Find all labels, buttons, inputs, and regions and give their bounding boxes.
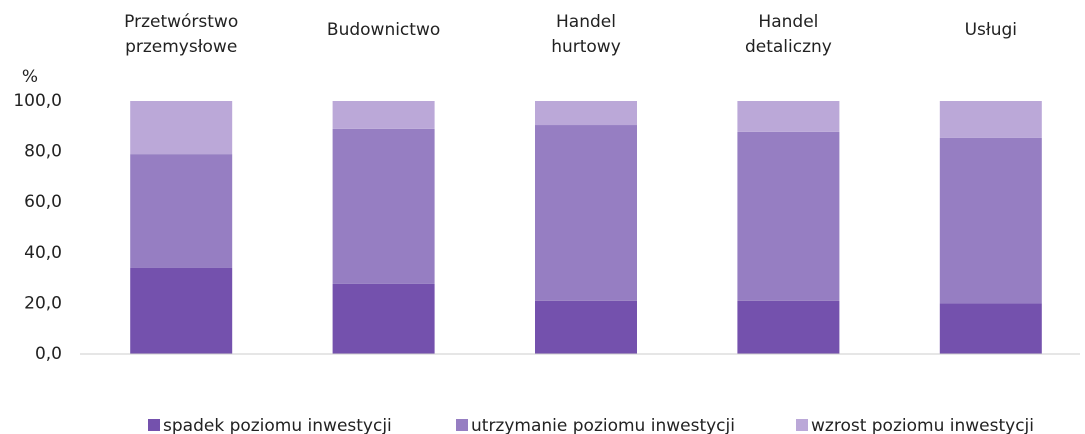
category-label-line: Usługi <box>965 20 1017 40</box>
category-label: Usługi <box>965 20 1017 40</box>
legend-label: utrzymanie poziomu inwestycji <box>471 416 735 434</box>
bar-segment <box>332 101 435 129</box>
bar-segment <box>535 125 637 301</box>
category-label-line: przemysłowe <box>125 37 237 57</box>
bar-segment <box>332 128 435 284</box>
category-label: Budownictwo <box>327 20 440 40</box>
category-label-line: detaliczny <box>745 37 832 57</box>
bar-segment <box>939 101 1042 138</box>
bar-segment <box>737 300 840 354</box>
y-tick-label: 80,0 <box>24 142 62 162</box>
y-tick-label: 20,0 <box>24 293 62 313</box>
bar-segment <box>939 137 1042 304</box>
category-label-line: Przetwórstwo <box>124 12 238 32</box>
legend-swatch <box>148 419 160 431</box>
category-label: Przetwórstwo przemysłowe <box>124 12 238 57</box>
bar-segment <box>737 131 840 301</box>
bar-segment <box>130 154 233 268</box>
y-axis-label: % <box>22 67 38 87</box>
legend-label: wzrost poziomu inwestycji <box>811 416 1034 434</box>
category-label: Handel hurtowy <box>551 12 621 57</box>
y-tick-label: 60,0 <box>24 192 62 212</box>
category-label-line: Budownictwo <box>327 20 440 40</box>
legend-swatch <box>796 419 808 431</box>
category-label-line: Handel <box>758 12 818 32</box>
y-tick-label: 100,0 <box>13 91 62 111</box>
legend-swatch <box>456 419 468 431</box>
category-label-line: Handel <box>556 12 616 32</box>
y-tick-label: 0,0 <box>35 344 62 364</box>
legend-label: spadek poziomu inwestycji <box>163 416 392 434</box>
bar-segment <box>737 101 840 132</box>
category-label-line: hurtowy <box>551 37 621 57</box>
category-label: Handel detaliczny <box>745 12 832 57</box>
bar-segment <box>130 101 233 155</box>
bar-segment <box>535 101 637 126</box>
bar-segment <box>130 267 233 354</box>
bar-segment <box>535 300 637 354</box>
bar-segment <box>332 283 435 354</box>
bar-segment <box>939 303 1042 354</box>
y-tick-label: 40,0 <box>24 243 62 263</box>
